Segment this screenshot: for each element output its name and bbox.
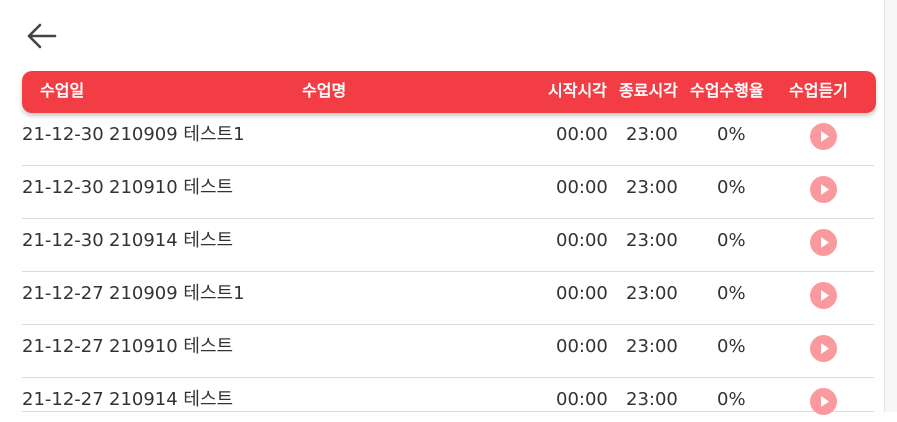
play-button[interactable] — [810, 123, 837, 150]
row-date: 21-12-30 — [22, 230, 104, 251]
table-row: 21-12-27 210909 테스트1 00:00 23:00 0% — [22, 272, 874, 325]
row-date: 21-12-27 — [22, 336, 104, 357]
row-end-time: 23:00 — [626, 230, 678, 251]
play-button[interactable] — [810, 388, 837, 415]
column-header-date: 수업일 — [40, 81, 85, 100]
row-class-name: 210914 테스트 — [109, 230, 234, 251]
row-completion-rate: 0% — [717, 283, 746, 304]
row-date: 21-12-30 — [22, 124, 104, 145]
row-date: 21-12-30 — [22, 177, 104, 198]
row-date: 21-12-27 — [22, 283, 104, 304]
table-row: 21-12-30 210910 테스트 00:00 23:00 0% — [22, 166, 874, 219]
play-button[interactable] — [810, 282, 837, 309]
play-button[interactable] — [810, 176, 837, 203]
column-header-name: 수업명 — [302, 81, 347, 100]
row-completion-rate: 0% — [717, 177, 746, 198]
row-completion-rate: 0% — [717, 230, 746, 251]
row-start-time: 00:00 — [556, 177, 608, 198]
play-icon — [821, 343, 829, 354]
row-completion-rate: 0% — [717, 124, 746, 145]
play-icon — [821, 290, 829, 301]
row-class-name: 210909 테스트1 — [109, 124, 245, 145]
table-row: 21-12-27 210914 테스트 00:00 23:00 0% — [22, 378, 874, 415]
row-end-time: 23:00 — [626, 177, 678, 198]
column-header-end-time: 종료시각 — [619, 81, 678, 100]
play-icon — [821, 396, 829, 407]
row-class-name: 210910 테스트 — [109, 336, 234, 357]
row-start-time: 00:00 — [556, 389, 608, 410]
row-start-time: 00:00 — [556, 283, 608, 304]
play-icon — [821, 131, 829, 142]
row-completion-rate: 0% — [717, 389, 746, 410]
column-header-listen: 수업듣기 — [789, 81, 848, 100]
row-class-name: 210909 테스트1 — [109, 283, 245, 304]
play-icon — [821, 184, 829, 195]
column-header-start-time: 시작시각 — [548, 81, 607, 100]
row-class-name: 210910 테스트 — [109, 177, 234, 198]
table-row: 21-12-30 210914 테스트 00:00 23:00 0% — [22, 219, 874, 272]
arrow-left-icon — [27, 23, 57, 49]
row-date: 21-12-27 — [22, 389, 104, 410]
back-button[interactable] — [22, 18, 60, 54]
table-row: 21-12-27 210910 테스트 00:00 23:00 0% — [22, 325, 874, 378]
row-start-time: 00:00 — [556, 124, 608, 145]
table-header: 수업일 수업명 시작시각 종료시각 수업수행율 수업듣기 — [22, 71, 876, 113]
row-end-time: 23:00 — [626, 336, 678, 357]
column-header-completion-rate: 수업수행율 — [690, 81, 764, 100]
row-start-time: 00:00 — [556, 230, 608, 251]
play-button[interactable] — [810, 229, 837, 256]
play-button[interactable] — [810, 335, 837, 362]
play-icon — [821, 237, 829, 248]
row-end-time: 23:00 — [626, 124, 678, 145]
row-end-time: 23:00 — [626, 283, 678, 304]
table-row: 21-12-30 210909 테스트1 00:00 23:00 0% — [22, 113, 874, 166]
row-end-time: 23:00 — [626, 389, 678, 410]
row-class-name: 210914 테스트 — [109, 389, 234, 410]
scrollbar-track[interactable] — [884, 0, 897, 412]
row-start-time: 00:00 — [556, 336, 608, 357]
row-completion-rate: 0% — [717, 336, 746, 357]
